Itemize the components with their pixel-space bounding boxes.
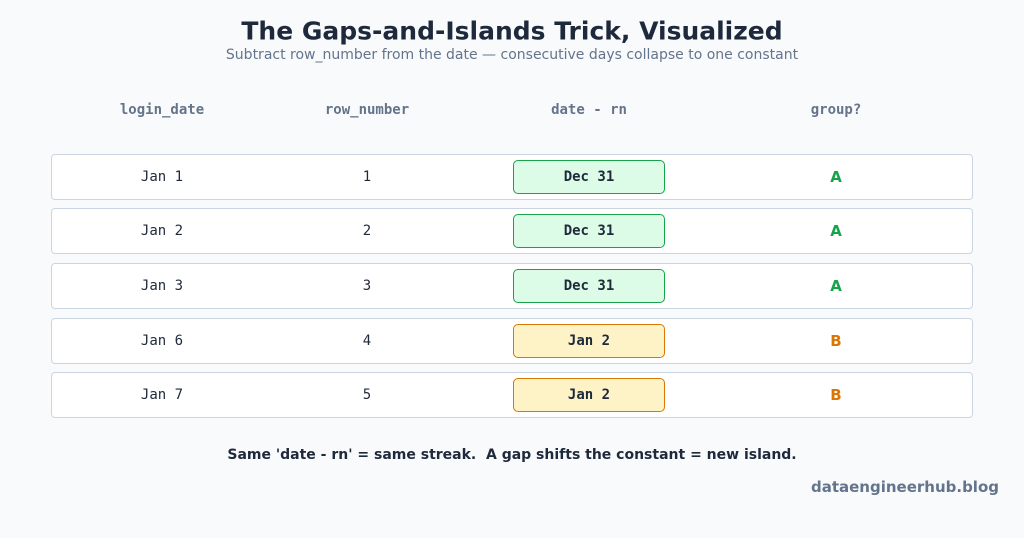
table-row: Jan 3 3 Dec 31 A	[51, 263, 973, 309]
column-header: group?	[810, 102, 862, 118]
row-number: 2	[362, 223, 372, 239]
table-row: Jan 6 4 Jan 2 B	[51, 318, 973, 364]
login-date: Jan 7	[140, 387, 184, 403]
column-header: row_number	[324, 102, 410, 118]
table-row: Jan 7 5 Jan 2 B	[51, 372, 973, 418]
watermark: dataengineerhub.blog	[810, 478, 999, 496]
date-minus-rn: Dec 31	[513, 160, 665, 194]
date-minus-rn: Dec 31	[513, 214, 665, 248]
column-header: login_date	[119, 102, 205, 118]
footer-note: Same 'date - rn' = same streak. A gap sh…	[227, 447, 797, 463]
subtitle: Subtract row_number from the date — cons…	[225, 47, 799, 63]
table-row: Jan 1 1 Dec 31 A	[51, 154, 973, 200]
row-number: 1	[362, 169, 372, 185]
group: A	[830, 277, 842, 295]
group: B	[830, 386, 842, 404]
column-header: date - rn	[551, 102, 627, 118]
row-number: 5	[362, 387, 372, 403]
group: B	[830, 332, 842, 350]
row-number: 4	[362, 333, 372, 349]
login-date: Jan 6	[140, 333, 184, 349]
date-minus-rn: Jan 2	[513, 378, 665, 412]
date-minus-rn: Dec 31	[513, 269, 665, 303]
table-row: Jan 2 2 Dec 31 A	[51, 208, 973, 254]
date-minus-rn: Jan 2	[513, 324, 665, 358]
title: The Gaps-and-Islands Trick, Visualized	[241, 16, 783, 46]
login-date: Jan 2	[140, 223, 184, 239]
login-date: Jan 1	[140, 169, 184, 185]
login-date: Jan 3	[140, 278, 184, 294]
group: A	[830, 222, 842, 240]
row-number: 3	[362, 278, 372, 294]
group: A	[830, 168, 842, 186]
